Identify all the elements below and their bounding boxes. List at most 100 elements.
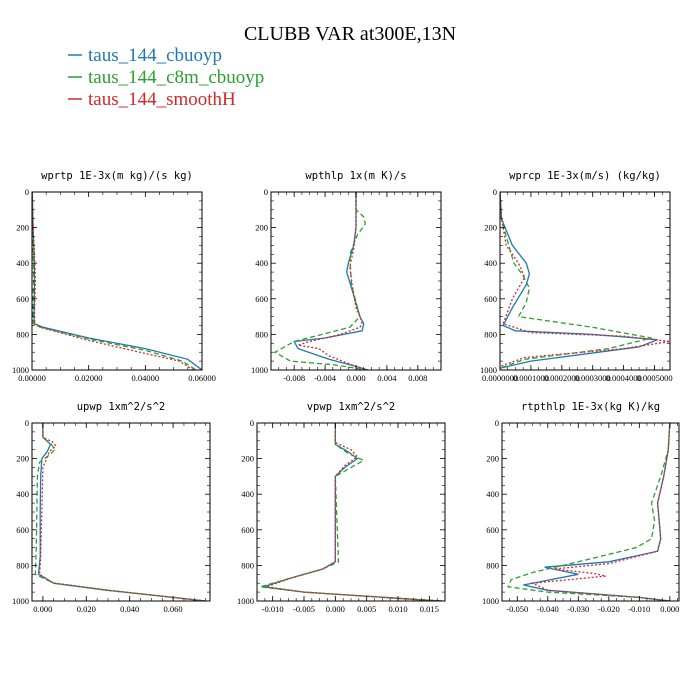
y-tick-label: 1000 [237,596,254,606]
series-line [523,423,671,601]
x-tick-label: 0.008 [408,373,427,383]
y-tick-label: 0 [250,418,254,428]
legend: taus_144_cbuoyptaus_144_c8m_cbuoyptaus_1… [68,45,264,110]
x-tick-label: 0.02000 [75,373,103,383]
series-line [507,423,671,601]
y-tick-label: 200 [16,454,29,464]
panel-title: upwp 1xm^2/s^2 [77,401,166,413]
y-tick-label: 0 [25,418,29,428]
y-tick-label: 1000 [12,365,29,375]
x-tick-label: 0.040 [120,604,139,614]
x-tick-label: -0.010 [628,604,650,614]
y-tick-label: 400 [241,489,254,499]
series-line [500,192,652,369]
panel-title: wprcp 1E-3x(m/s) (kg/kg) [509,170,661,182]
x-tick-label: 0.020 [77,604,96,614]
panel-title: wpthlp 1x(m K)/s [305,170,406,182]
chart-panel: upwp 1xm^2/s^2 0 200 400 600 800 1000 0.000 0.02… [12,401,211,614]
y-tick-label: 600 [16,294,29,304]
x-tick-label: -0.008 [283,373,305,383]
x-tick-label: -0.020 [598,604,620,614]
series-line [530,423,671,601]
y-tick-label: 0 [495,418,499,428]
x-tick-label: 0.015 [420,604,439,614]
y-tick-label: 600 [484,294,497,304]
x-tick-label: 0.0000000 [482,373,518,383]
x-tick-label: 0.000 [33,604,52,614]
y-tick-label: 0 [25,187,29,197]
series-line [259,423,445,601]
legend-label: taus_144_cbuoyp [88,45,222,66]
chart-panel: wprcp 1E-3x(m/s) (kg/kg) 0 200 400 600 800 100… [480,170,673,383]
y-tick-label: 200 [16,223,29,233]
y-tick-label: 800 [486,560,499,570]
x-tick-label: 0.0001000 [513,373,549,383]
x-tick-label: 0.0005000 [636,373,672,383]
series-line [38,423,204,601]
panels: wprtp 1E-3x(m kg)/(s kg) 0 200 400 600 800 100… [12,170,680,614]
x-tick-label: -0.004 [314,373,337,383]
series-line [293,192,368,370]
y-tick-label: 0 [493,187,497,197]
series-line [34,423,206,601]
x-tick-label: 0.00000 [18,373,46,383]
y-tick-label: 1000 [251,365,268,375]
y-tick-label: 400 [484,258,497,268]
y-tick-label: 600 [241,525,254,535]
x-tick-label: 0.000 [346,373,365,383]
plot-frame [499,191,671,371]
y-tick-label: 200 [486,454,499,464]
y-tick-label: 1000 [12,596,29,606]
x-tick-label: 0.005 [357,604,376,614]
y-tick-label: 400 [16,489,29,499]
x-tick-label: 0.06000 [188,373,216,383]
series-line [500,192,658,369]
series-line [266,423,439,601]
y-tick-label: 800 [16,329,29,339]
y-tick-label: 400 [486,489,499,499]
x-tick-label: -0.030 [567,604,589,614]
y-tick-label: 800 [255,329,268,339]
x-tick-label: 0.0003000 [575,373,611,383]
y-tick-label: 1000 [482,596,499,606]
x-tick-label: -0.005 [293,604,315,614]
chart-panel: rtpthlp 1E-3x(kg K)/kg02004006008001000-… [482,401,680,614]
legend-label: taus_144_c8m_cbuoyp [88,67,264,88]
y-tick-label: 200 [484,223,497,233]
series-line [297,192,368,370]
y-tick-label: 800 [16,560,29,570]
panel-title: wprtp 1E-3x(m kg)/(s kg) [41,170,193,182]
x-tick-label: 0.004 [377,373,397,383]
x-tick-label: -0.040 [537,604,559,614]
y-tick-label: 400 [255,258,268,268]
y-tick-label: 400 [16,258,29,268]
chart-panel: wprtp 1E-3x(m kg)/(s kg) 0 200 400 600 800 100… [12,170,216,383]
series-line [273,192,366,370]
y-tick-label: 200 [241,454,254,464]
x-tick-label: 0.0004000 [606,373,642,383]
series-line [32,192,194,370]
x-tick-label: 0.000 [660,604,679,614]
chart-panel: wpthlp 1x(m K)/s 0 200 400 600 800 1000 -0.008-… [251,170,442,383]
series-line [32,192,202,370]
y-tick-label: 600 [486,525,499,535]
figure-title: CLUBB VAR at300E,13N [244,23,456,45]
x-tick-label: 0.000 [326,604,345,614]
chart-panel: vpwp 1xm^2/s^2 0 200 400 600 800 1000 -0.010 -0.… [237,401,446,614]
series-line [37,423,206,601]
x-tick-label: 0.060 [164,604,183,614]
y-tick-label: 0 [264,187,268,197]
y-tick-label: 800 [484,329,497,339]
y-tick-label: 800 [241,560,254,570]
y-tick-label: 600 [255,294,268,304]
x-tick-label: -0.010 [262,604,284,614]
panel-title: rtpthlp 1E-3x(kg K)/kg [521,401,660,413]
y-tick-label: 600 [16,525,29,535]
series-line [500,192,670,368]
x-tick-label: 0.0002000 [544,373,580,383]
panel-title: vpwp 1xm^2/s^2 [307,401,396,413]
plot-frame [31,422,211,602]
y-tick-label: 1000 [480,365,497,375]
x-tick-label: -0.050 [506,604,528,614]
x-tick-label: 0.010 [388,604,407,614]
